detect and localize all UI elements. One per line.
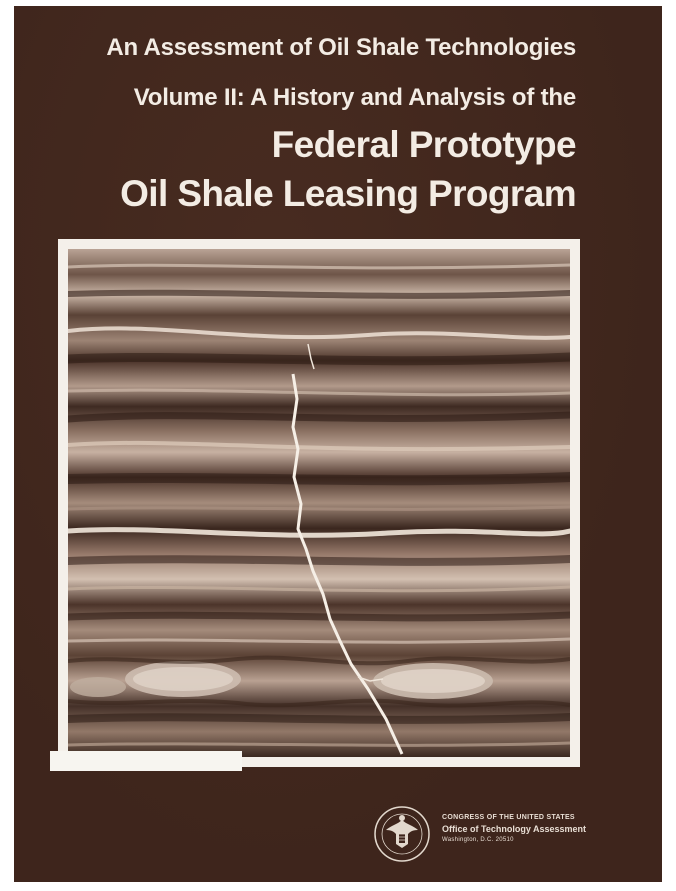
title-line-4: Oil Shale Leasing Program xyxy=(120,173,576,214)
book-cover: An Assessment of Oil Shale Technologies … xyxy=(14,6,662,882)
great-seal-icon xyxy=(374,806,430,862)
cover-photo-frame xyxy=(58,239,580,767)
publisher-congress: CONGRESS OF THE UNITED STATES xyxy=(442,814,575,821)
label-tape xyxy=(50,751,242,771)
publisher-block: CONGRESS OF THE UNITED STATES Office of … xyxy=(442,814,586,843)
oil-shale-core-photo xyxy=(68,249,570,757)
title-line-3: Federal Prototype xyxy=(271,124,577,165)
title-line-1: An Assessment of Oil Shale Technologies xyxy=(106,34,576,61)
publisher-city: Washington, D.C. 20510 xyxy=(442,837,514,843)
publisher-office: Office of Technology Assessment xyxy=(442,824,587,834)
title-line-2: Volume II: A History and Analysis of the xyxy=(133,84,576,111)
